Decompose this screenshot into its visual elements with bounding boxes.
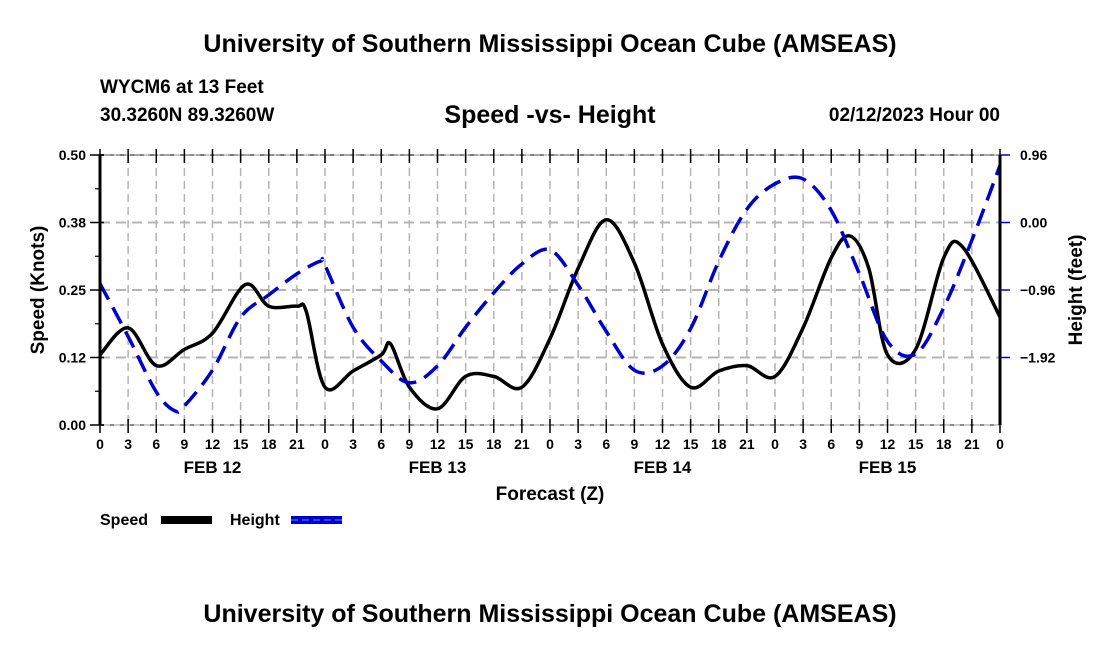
x-tick-label: 3 xyxy=(799,436,807,452)
date-label: FEB 12 xyxy=(184,458,242,477)
main-title: University of Southern Mississippi Ocean… xyxy=(203,30,897,58)
x-tick-label: 0 xyxy=(96,436,104,452)
x-tick-label: 9 xyxy=(180,436,188,452)
footer-title: University of Southern Mississippi Ocean… xyxy=(203,600,897,628)
x-tick-label: 6 xyxy=(827,436,835,452)
date-label: FEB 13 xyxy=(409,458,467,477)
x-tick-label: 6 xyxy=(152,436,160,452)
legend: Speed Height xyxy=(100,512,342,529)
coordinates-label: 30.3260N 89.3260W xyxy=(100,105,275,126)
y-tick-label: 0.00 xyxy=(59,417,86,433)
series-line-height xyxy=(98,164,1002,414)
series-line-speed xyxy=(98,218,1002,411)
x-tick-label: 6 xyxy=(602,436,610,452)
x-tick-label: 12 xyxy=(880,436,896,452)
date-label: FEB 15 xyxy=(859,458,917,477)
series-layer xyxy=(98,164,1002,414)
x-tick-label: 0 xyxy=(546,436,554,452)
x-tick-label: 21 xyxy=(289,436,305,452)
x-axis-title: Forecast (Z) xyxy=(496,484,605,505)
y2-tick-label: 0.00 xyxy=(1020,215,1047,231)
forecast-datetime: 02/12/2023 Hour 00 xyxy=(828,105,1000,126)
x-tick-label: 15 xyxy=(683,436,699,452)
x-tick-label: 15 xyxy=(458,436,474,452)
legend-swatch-speed xyxy=(161,516,212,524)
chart-subtitle: Speed -vs- Height xyxy=(444,101,656,129)
x-tick-label: 12 xyxy=(430,436,446,452)
x-tick-label: 18 xyxy=(711,436,727,452)
y-tick-label: 0.38 xyxy=(59,215,86,231)
y-axis-title: Speed (Knots) xyxy=(28,226,49,355)
tick-labels: 0 3 6 9 12 15 18 21 0 3 6 9 12 15 18 21 0 3 6 9 12 15 18 21 0 3 6 9… xyxy=(59,147,1056,477)
station-label: WYCM6 at 13 Feet xyxy=(100,77,264,98)
legend-label-height: Height xyxy=(230,512,280,529)
y2-tick-label: −0.96 xyxy=(1020,282,1056,298)
y-tick-label: 0.50 xyxy=(59,147,86,163)
x-tick-label: 3 xyxy=(124,436,132,452)
x-tick-label: 21 xyxy=(514,436,530,452)
x-tick-label: 18 xyxy=(936,436,952,452)
x-tick-label: 9 xyxy=(630,436,638,452)
x-tick-label: 12 xyxy=(205,436,221,452)
x-tick-label: 3 xyxy=(574,436,582,452)
x-tick-label: 0 xyxy=(771,436,779,452)
x-tick-label: 0 xyxy=(996,436,1004,452)
x-tick-label: 21 xyxy=(739,436,755,452)
x-tick-label: 18 xyxy=(486,436,502,452)
y-tick-label: 0.12 xyxy=(59,350,86,366)
date-label: FEB 14 xyxy=(634,458,692,477)
x-tick-label: 3 xyxy=(349,436,357,452)
grid-lines xyxy=(100,154,1000,425)
legend-label-speed: Speed xyxy=(100,512,148,529)
x-tick-label: 18 xyxy=(261,436,277,452)
x-tick-label: 9 xyxy=(855,436,863,452)
x-tick-label: 6 xyxy=(377,436,385,452)
y2-axis-title: Height (feet) xyxy=(1066,235,1087,346)
y2-tick-label: −1.92 xyxy=(1020,350,1056,366)
x-tick-label: 9 xyxy=(405,436,413,452)
y-tick-label: 0.25 xyxy=(59,282,86,298)
x-tick-label: 15 xyxy=(908,436,924,452)
x-tick-label: 21 xyxy=(964,436,980,452)
y2-tick-label: 0.96 xyxy=(1020,147,1047,163)
x-tick-label: 12 xyxy=(655,436,671,452)
x-tick-label: 0 xyxy=(321,436,329,452)
axes xyxy=(90,149,1010,433)
x-tick-label: 15 xyxy=(233,436,249,452)
